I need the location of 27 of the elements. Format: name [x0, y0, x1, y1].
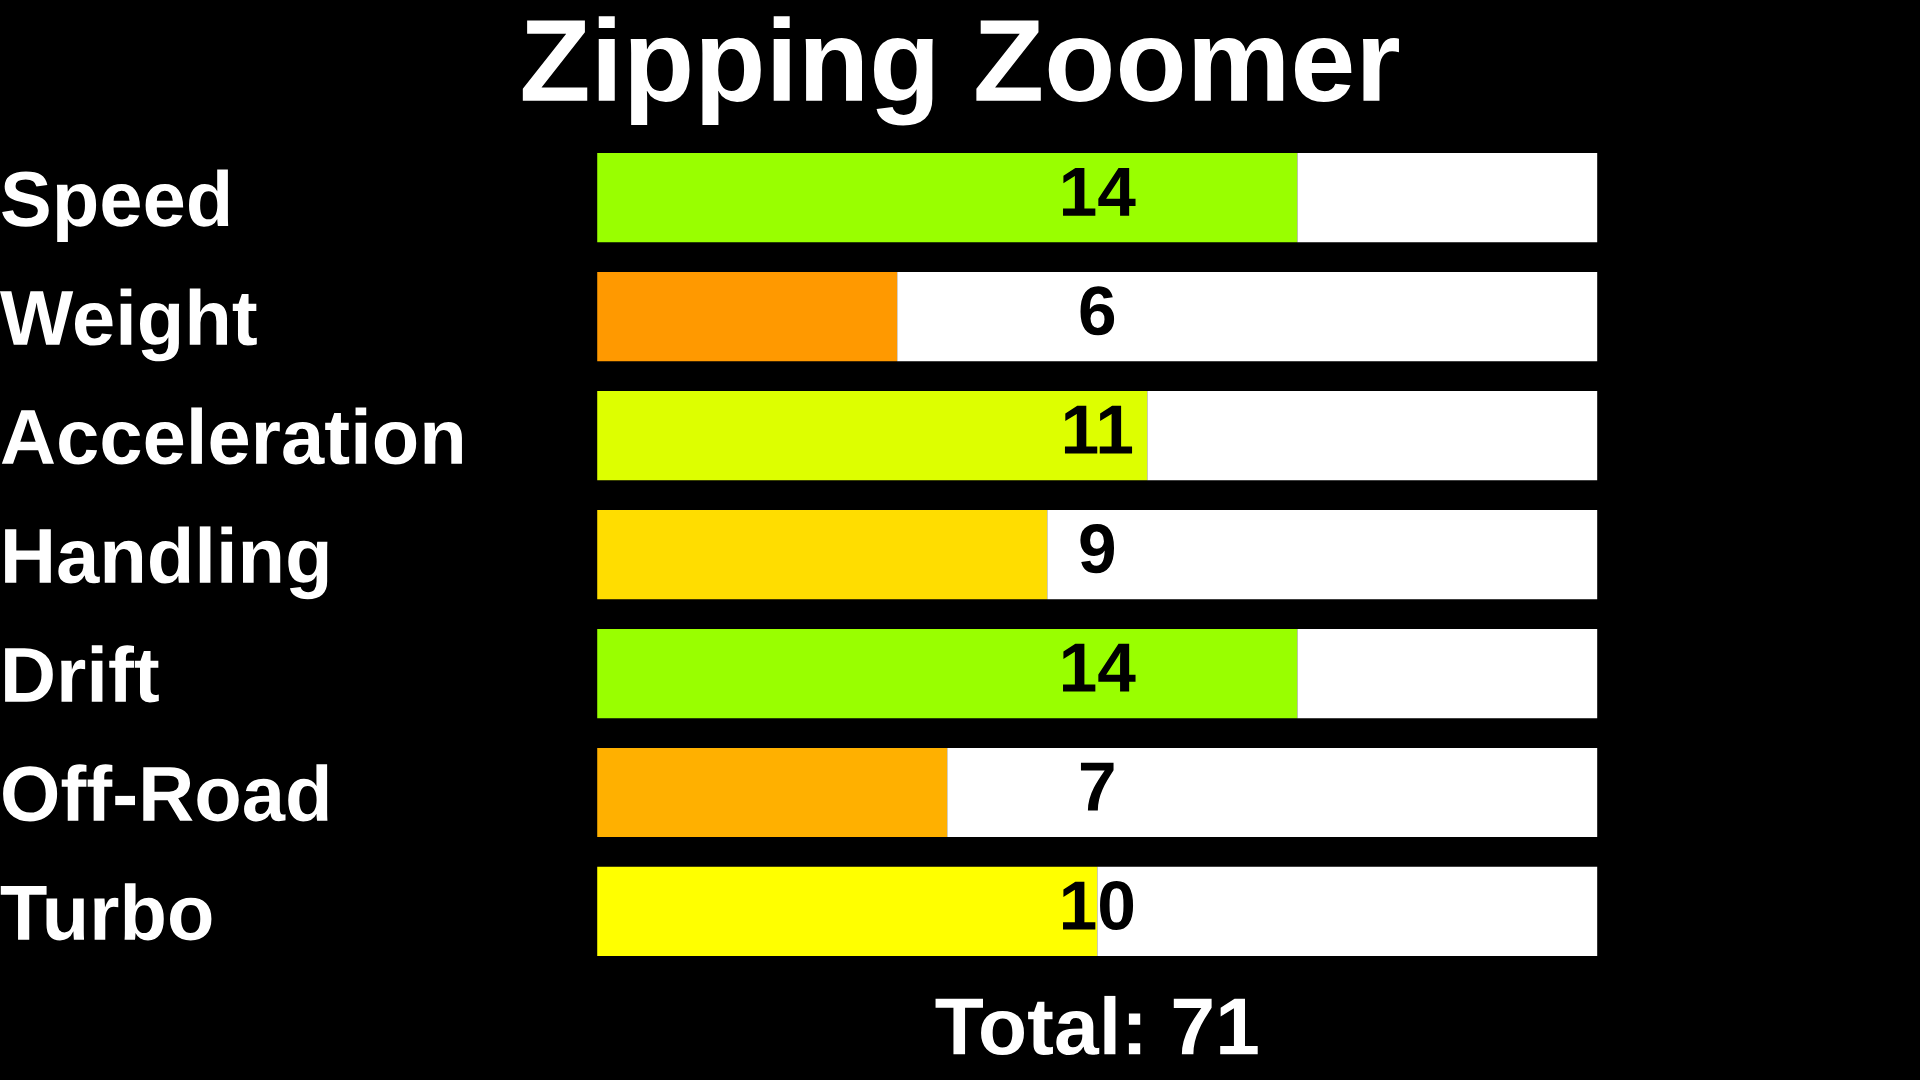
data-label: 14: [1063, 643, 1136, 692]
chart-title: Zipping Zoomer: [522, 16, 1399, 126]
y-tick-label: Handling: [5, 526, 328, 600]
bar: [597, 391, 1148, 481]
y-tick-label: Off-Road: [3, 764, 328, 822]
bar: [597, 628, 1298, 719]
text: Total: 71: [935, 995, 1258, 1056]
data-label: 9: [1080, 524, 1115, 574]
y-tick-label: Speed: [2, 169, 229, 243]
y-tick-label: Drift: [5, 645, 159, 703]
bar: [597, 153, 1298, 243]
bar: [1297, 628, 1598, 719]
y-tick-label: Turbo: [0, 883, 212, 941]
bar: [947, 747, 1598, 838]
bar: [1047, 509, 1598, 600]
bar: [597, 272, 898, 362]
y-tick-label: Acceleration: [1, 407, 462, 465]
data-label: 6: [1080, 286, 1115, 336]
bar: [1297, 153, 1598, 243]
data-label: 7: [1080, 762, 1114, 811]
y-tick-label: Weight: [0, 288, 257, 362]
bar: [897, 272, 1598, 362]
bar: [597, 509, 1048, 600]
bar: [597, 747, 948, 838]
data-label: 11: [1064, 405, 1133, 454]
bar: [1147, 391, 1598, 481]
data-label: 14: [1063, 167, 1136, 216]
